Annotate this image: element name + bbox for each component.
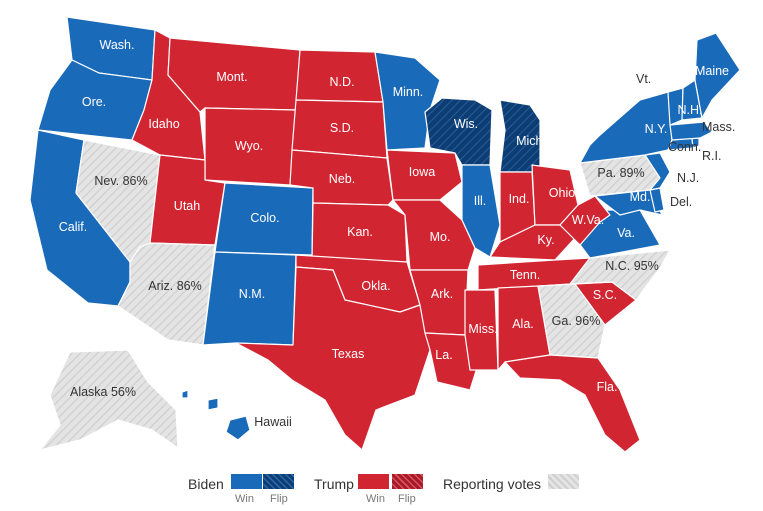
label-mo: Mo. — [430, 230, 451, 244]
label-ohio: Ohio — [549, 186, 575, 200]
state-miss[interactable] — [464, 289, 499, 371]
label-hawaii: Hawaii — [254, 415, 292, 429]
state-shapes — [29, 16, 741, 453]
label-utah: Utah — [174, 199, 200, 213]
state-labels: Wash. Ore. Calif. Nev. 86% Idaho Mont. Wyo. Uta… — [59, 38, 736, 429]
state-kan[interactable] — [311, 202, 408, 263]
legend-biden-win-swatch — [231, 474, 262, 489]
legend-trump-win-label: Win — [366, 493, 385, 505]
legend-reporting-label: Reporting votes — [443, 476, 542, 492]
label-n-j: N.J. — [677, 171, 699, 185]
label-texas: Texas — [332, 347, 365, 361]
label-ariz-86: Ariz. 86% — [148, 279, 202, 293]
state-w-va[interactable] — [559, 195, 611, 246]
label-w-va: W.Va. — [572, 213, 604, 227]
legend: Biden Win Flip Trump Win Flip Reporting … — [0, 468, 763, 511]
state-alaska-56[interactable] — [39, 349, 179, 451]
label-ind: Ind. — [509, 192, 530, 206]
label-r-i: R.I. — [702, 149, 721, 163]
label-calif: Calif. — [59, 220, 87, 234]
label-ark: Ark. — [431, 287, 453, 301]
label-neb: Neb. — [329, 172, 355, 186]
label-idaho: Idaho — [148, 117, 179, 131]
state-maine[interactable] — [694, 32, 741, 119]
label-n-y: N.Y. — [645, 122, 668, 136]
state-n-j[interactable] — [644, 152, 671, 191]
label-mass: Mass. — [702, 120, 735, 134]
label-minn: Minn. — [393, 85, 424, 99]
label-va: Va. — [617, 226, 635, 240]
label-n-d: N.D. — [330, 75, 355, 89]
legend-biden-win-label: Win — [235, 493, 254, 505]
label-nev-86: Nev. 86% — [94, 174, 147, 188]
legend-biden-label: Biden — [188, 476, 224, 492]
legend-trump-win-swatch — [358, 474, 389, 489]
label-s-c: S.C. — [593, 288, 617, 302]
label-ore: Ore. — [82, 95, 106, 109]
state-hawaii[interactable] — [181, 389, 251, 441]
label-la: La. — [435, 348, 452, 362]
legend-trump-flip-swatch — [392, 474, 423, 489]
label-fla: Fla. — [597, 380, 618, 394]
label-conn: Conn. — [668, 140, 701, 154]
label-ill: Ill. — [474, 194, 487, 208]
legend-biden-flip-label: Flip — [270, 493, 288, 505]
label-wis: Wis. — [454, 117, 478, 131]
legend-trump-flip-label: Flip — [398, 493, 416, 505]
label-mont: Mont. — [216, 70, 247, 84]
legend-trump-label: Trump — [314, 476, 354, 492]
state-mo[interactable] — [392, 199, 476, 271]
label-miss: Miss. — [468, 322, 497, 336]
label-pa-89: Pa. 89% — [597, 166, 644, 180]
label-n-h: N.H. — [678, 103, 703, 117]
state-ariz-86[interactable] — [117, 242, 216, 346]
legend-reporting-swatch — [548, 474, 579, 489]
label-n-m: N.M. — [239, 287, 265, 301]
label-n-c-95: N.C. 95% — [605, 259, 659, 273]
label-maine: Maine — [695, 64, 729, 78]
label-alaska-56: Alaska 56% — [70, 385, 136, 399]
state-ill[interactable] — [461, 164, 501, 258]
label-kan: Kan. — [347, 225, 373, 239]
state-iowa[interactable] — [386, 149, 463, 201]
label-iowa: Iowa — [409, 165, 435, 179]
label-ala: Ala. — [512, 317, 534, 331]
state-texas[interactable] — [235, 266, 431, 451]
state-md[interactable] — [594, 189, 663, 216]
label-colo: Colo. — [250, 211, 279, 225]
label-wyo: Wyo. — [235, 139, 263, 153]
label-md: Md. — [630, 190, 651, 204]
label-vt: Vt. — [636, 72, 651, 86]
state-mass[interactable] — [669, 121, 713, 141]
legend-biden-flip-swatch — [263, 474, 294, 489]
label-tenn: Tenn. — [510, 268, 541, 282]
label-s-d: S.D. — [330, 121, 354, 135]
label-ky: Ky. — [537, 233, 554, 247]
label-wash: Wash. — [100, 38, 135, 52]
label-ga-96: Ga. 96% — [552, 314, 601, 328]
label-okla: Okla. — [361, 279, 390, 293]
state-fla[interactable] — [504, 354, 641, 453]
us-map: Wash. Ore. Calif. Nev. 86% Idaho Mont. Wyo. Uta… — [29, 16, 741, 453]
label-mich: Mich. — [516, 134, 546, 148]
label-del: Del. — [670, 195, 692, 209]
